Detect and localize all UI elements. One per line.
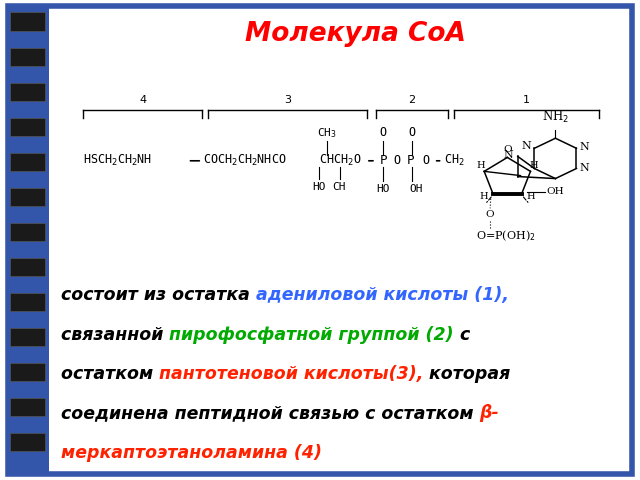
Text: остатком: остатком bbox=[61, 365, 159, 383]
Text: N: N bbox=[522, 141, 531, 151]
Text: O: O bbox=[393, 154, 401, 168]
Text: соединена пептидной связью с остатком: соединена пептидной связью с остатком bbox=[61, 404, 479, 422]
Text: 1: 1 bbox=[523, 95, 530, 105]
Text: пирофосфатной группой (2): пирофосфатной группой (2) bbox=[169, 325, 454, 344]
Text: O: O bbox=[422, 154, 429, 168]
Text: связанной: связанной bbox=[61, 325, 169, 344]
Text: CH: CH bbox=[333, 182, 346, 192]
Text: 4: 4 bbox=[139, 95, 147, 105]
Text: CHCH$_2$O: CHCH$_2$O bbox=[319, 153, 362, 168]
Text: N: N bbox=[503, 150, 513, 160]
Text: P: P bbox=[380, 154, 387, 168]
Text: HSCH$_2$CH$_2$NH: HSCH$_2$CH$_2$NH bbox=[83, 153, 152, 168]
Text: O: O bbox=[503, 144, 511, 154]
Text: H: H bbox=[476, 161, 485, 170]
Text: пантотеновой кислоты(3),: пантотеновой кислоты(3), bbox=[159, 365, 424, 383]
Text: 3: 3 bbox=[284, 95, 291, 105]
Text: N: N bbox=[579, 164, 589, 173]
Text: H: H bbox=[527, 192, 535, 201]
Text: CH$_2$: CH$_2$ bbox=[444, 153, 465, 168]
Text: COCH$_2$CH$_2$NHCO: COCH$_2$CH$_2$NHCO bbox=[204, 153, 287, 168]
Text: адениловой кислоты (1),: адениловой кислоты (1), bbox=[255, 286, 509, 304]
Text: HO: HO bbox=[376, 184, 390, 193]
Text: 2: 2 bbox=[408, 95, 415, 105]
Text: O: O bbox=[380, 126, 387, 140]
Text: HO: HO bbox=[312, 182, 326, 192]
Text: Молекула СоА: Молекула СоА bbox=[245, 21, 466, 47]
Text: β-: β- bbox=[479, 404, 499, 422]
Text: NH$_2$: NH$_2$ bbox=[542, 108, 569, 125]
Text: O=P(OH)$_2$: O=P(OH)$_2$ bbox=[476, 228, 535, 243]
Text: с: с bbox=[454, 325, 470, 344]
Text: OH: OH bbox=[410, 184, 423, 193]
Text: CH$_3$: CH$_3$ bbox=[317, 126, 337, 140]
Text: H: H bbox=[530, 161, 538, 170]
Text: O: O bbox=[409, 126, 416, 140]
Text: которая: которая bbox=[424, 365, 511, 383]
Text: состоит из остатка: состоит из остатка bbox=[61, 286, 255, 304]
Text: H: H bbox=[479, 192, 488, 201]
Text: O: O bbox=[486, 210, 495, 218]
Text: меркаптоэтаноламина (4): меркаптоэтаноламина (4) bbox=[61, 444, 322, 462]
Text: P: P bbox=[407, 154, 415, 168]
Text: OH: OH bbox=[546, 187, 564, 196]
Text: N: N bbox=[579, 143, 589, 152]
